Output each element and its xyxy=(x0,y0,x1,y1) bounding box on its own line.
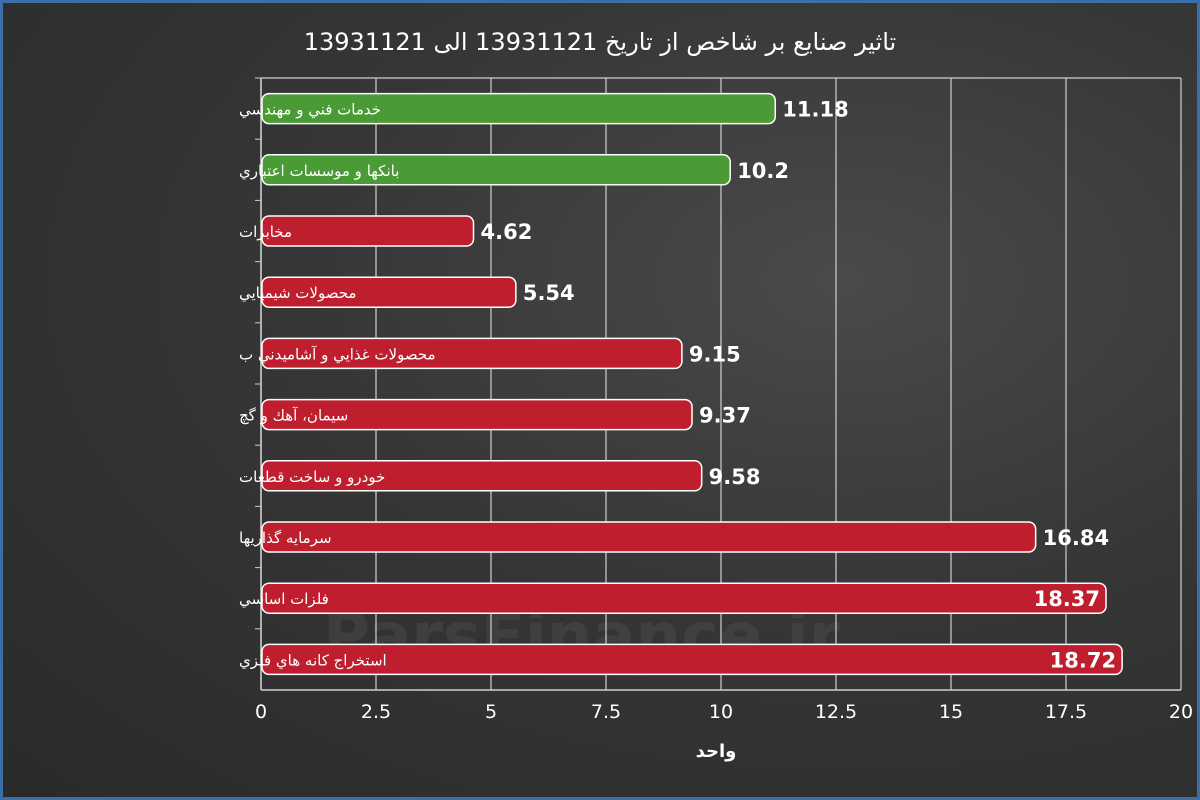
x-tick-label: 12.5 xyxy=(815,701,857,723)
x-tick-label: 5 xyxy=(485,701,497,723)
bar xyxy=(261,521,1037,553)
x-tick-label: 10 xyxy=(709,701,733,723)
bar xyxy=(261,643,1123,676)
category-label: سيمان، آهك و گچ xyxy=(239,407,348,425)
x-tick-label: 0 xyxy=(255,701,267,723)
x-tick-labels: 0 2.5 5 7.5 10 12.5 15 17.5 20 xyxy=(255,701,1193,723)
x-tick-label: 15 xyxy=(939,701,963,723)
x-tick-label: 20 xyxy=(1169,701,1193,723)
bar xyxy=(261,460,703,492)
bar xyxy=(261,215,475,247)
data-label: 11.18 xyxy=(782,98,848,122)
bar-chart: ParsFinance.ir تاثیر صنایع بر شاخص از تا… xyxy=(239,28,1193,762)
bars: 11.18 10.2 4.62 5.54 9.15 9.37 9.58 16.84 18.37 1… xyxy=(261,92,1123,676)
data-label: 18.37 xyxy=(1034,587,1100,611)
x-tick-label: 7.5 xyxy=(591,701,621,723)
category-label: بانكها و موسسات اعتباري xyxy=(239,162,399,181)
data-label: 9.15 xyxy=(689,342,741,366)
bar xyxy=(261,398,693,431)
category-label: سرمايه گذاريها xyxy=(239,529,332,547)
category-labels: خدمات فني و مهندسي بانكها و موسسات اعتبار… xyxy=(239,101,436,671)
bar xyxy=(261,582,1107,614)
category-label: استخراج كانه هاي فلزي xyxy=(239,651,387,670)
x-axis-label: واحد xyxy=(696,741,737,762)
bar xyxy=(261,276,517,308)
category-label: مخابرات xyxy=(239,223,292,241)
data-label: 9.37 xyxy=(699,404,751,428)
data-label: 10.2 xyxy=(737,159,789,183)
data-label: 16.84 xyxy=(1043,526,1109,550)
category-label: محصولات شيميايي xyxy=(239,284,356,303)
category-label: محصولات غذايي و آشاميدني ب xyxy=(239,345,436,364)
bar xyxy=(261,337,683,370)
chart-title: تاثیر صنایع بر شاخص از تاریخ 13931121 ال… xyxy=(304,28,896,56)
category-label: خدمات فني و مهندسي xyxy=(239,101,381,120)
data-label: 9.58 xyxy=(709,465,761,489)
x-tick-label: 2.5 xyxy=(361,701,391,723)
x-tick-label: 17.5 xyxy=(1045,701,1087,723)
category-label: خودرو و ساخت قطعات xyxy=(239,468,385,486)
data-label: 5.54 xyxy=(523,281,575,305)
category-label: فلزات اساسي xyxy=(239,590,329,609)
bar xyxy=(261,154,731,186)
data-label: 4.62 xyxy=(481,220,533,244)
data-label: 18.72 xyxy=(1050,648,1116,672)
bar xyxy=(261,92,777,125)
